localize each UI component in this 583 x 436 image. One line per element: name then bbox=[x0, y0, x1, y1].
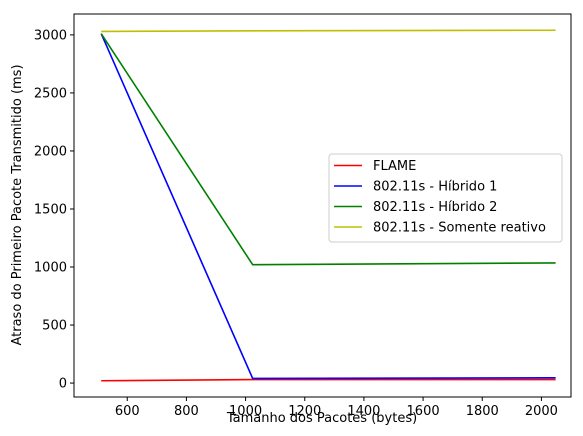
legend: FLAME 802.11s - Híbrido 1 802.11s - Híbrid… bbox=[329, 154, 562, 242]
x-axis-label: Tamanho dos Pacotes (bytes) bbox=[226, 411, 417, 426]
legend-label-2: 802.11s - Híbrido 2 bbox=[373, 200, 497, 215]
y-tick-label: 1500 bbox=[34, 202, 67, 217]
y-tick-label: 2000 bbox=[34, 144, 67, 159]
y-tick-label: 1000 bbox=[34, 261, 67, 276]
x-tick-label: 2000 bbox=[525, 404, 558, 419]
y-tick-label: 3000 bbox=[34, 28, 67, 43]
y-tick-label: 2500 bbox=[34, 86, 67, 101]
y-axis-label: Atraso do Primeiro Pacote Transmitido (m… bbox=[10, 64, 25, 345]
y-tick-label: 500 bbox=[42, 319, 67, 334]
y-tick-label: 0 bbox=[59, 377, 67, 392]
legend-label-1: 802.11s - Híbrido 1 bbox=[373, 180, 497, 195]
x-tick-label: 1800 bbox=[466, 404, 499, 419]
legend-label-3: 802.11s - Somente reativo bbox=[373, 221, 546, 236]
x-tick-label: 800 bbox=[174, 404, 199, 419]
x-tick-label: 600 bbox=[115, 404, 140, 419]
legend-label-0: FLAME bbox=[373, 159, 416, 174]
